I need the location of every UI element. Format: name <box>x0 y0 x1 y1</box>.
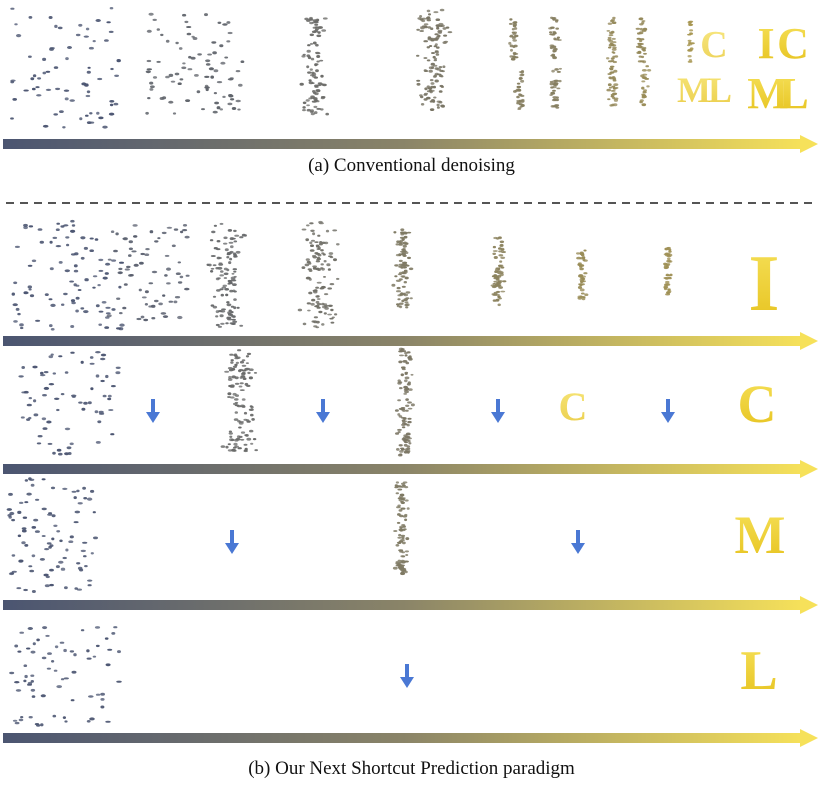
noise-cloud <box>18 351 121 456</box>
progress-arrows <box>3 135 818 747</box>
generated-letter: C <box>700 24 727 66</box>
arrow-head <box>800 332 818 350</box>
progress-arrow <box>3 332 818 350</box>
progress-arrow <box>3 729 818 747</box>
noise-cloud <box>6 477 98 593</box>
noise-cluster <box>639 65 652 107</box>
progress-arrow <box>3 596 818 614</box>
arrow-head <box>800 596 818 614</box>
noise-cloud <box>9 626 122 727</box>
shortcut-arrow-icon <box>146 399 160 423</box>
generated-letter: L <box>740 640 777 702</box>
arrow-tip <box>661 412 675 423</box>
shortcut-arrow-icon <box>661 399 675 423</box>
noise-cluster <box>508 18 519 61</box>
noise-cluster <box>635 17 648 64</box>
arrow-tip <box>316 412 330 423</box>
noise-cloud <box>10 7 121 129</box>
progress-arrow <box>3 135 818 153</box>
noise-cluster <box>606 16 619 64</box>
noise-cluster <box>394 347 415 457</box>
generated-letter: M <box>747 69 789 118</box>
arrow-shaft <box>3 600 803 610</box>
noise-cluster <box>299 16 330 116</box>
noise-cluster <box>549 67 563 109</box>
noise-cluster <box>576 249 589 301</box>
arrow-stem <box>496 399 500 414</box>
noise-cluster <box>220 349 258 453</box>
caption-conventional-denoising: (a) Conventional denoising <box>308 155 515 176</box>
noise-cluster <box>513 70 525 110</box>
noise-cluster <box>606 65 619 107</box>
noise-cloud <box>11 219 125 331</box>
arrow-stem <box>230 530 234 545</box>
arrow-stem <box>576 530 580 545</box>
arrow-tip <box>571 543 585 554</box>
generated-letter: C <box>777 19 809 68</box>
noise-cluster <box>392 481 410 576</box>
generated-letter: M <box>677 70 711 110</box>
arrow-head <box>800 135 818 153</box>
arrow-tip <box>146 412 160 423</box>
section-b-panels: IC CML <box>6 219 786 727</box>
arrow-stem <box>321 399 325 414</box>
noise-cloud <box>145 12 245 115</box>
noise-cluster <box>416 8 453 111</box>
arrow-shaft <box>3 336 803 346</box>
arrow-tip <box>491 412 505 423</box>
arrow-head <box>800 729 818 747</box>
noise-cluster <box>686 20 695 63</box>
arrow-tip <box>400 677 414 688</box>
generated-letter: L <box>779 69 808 118</box>
caption-next-shortcut-prediction: (b) Our Next Shortcut Prediction paradig… <box>248 758 575 779</box>
shortcut-arrow-icon <box>225 530 239 554</box>
arrow-shaft <box>3 139 803 149</box>
noise-cluster <box>548 16 562 60</box>
arrow-stem <box>405 664 409 679</box>
shortcut-arrow-icon <box>491 399 505 423</box>
shortcut-arrow-icon <box>571 530 585 554</box>
arrow-tip <box>225 543 239 554</box>
shortcut-arrows <box>146 399 675 688</box>
shortcut-arrow-icon <box>316 399 330 423</box>
arrow-shaft <box>3 464 803 474</box>
generated-letter: M <box>735 505 786 565</box>
noise-cluster <box>391 228 414 309</box>
generated-letter: I <box>748 240 779 328</box>
shortcut-arrow-icon <box>400 664 414 688</box>
arrow-stem <box>666 399 670 414</box>
generated-letter: I <box>757 19 774 68</box>
generated-letter: C <box>559 384 588 429</box>
arrow-stem <box>151 399 155 414</box>
arrow-shaft <box>3 733 803 743</box>
noise-cluster <box>297 220 340 329</box>
generated-letter: C <box>738 374 777 434</box>
noise-cluster <box>663 246 673 296</box>
noise-cluster <box>206 222 247 328</box>
arrow-head <box>800 460 818 478</box>
noise-cluster <box>490 236 507 307</box>
generated-letter: L <box>708 70 732 110</box>
noise-cloud <box>106 224 190 322</box>
progress-arrow <box>3 460 818 478</box>
